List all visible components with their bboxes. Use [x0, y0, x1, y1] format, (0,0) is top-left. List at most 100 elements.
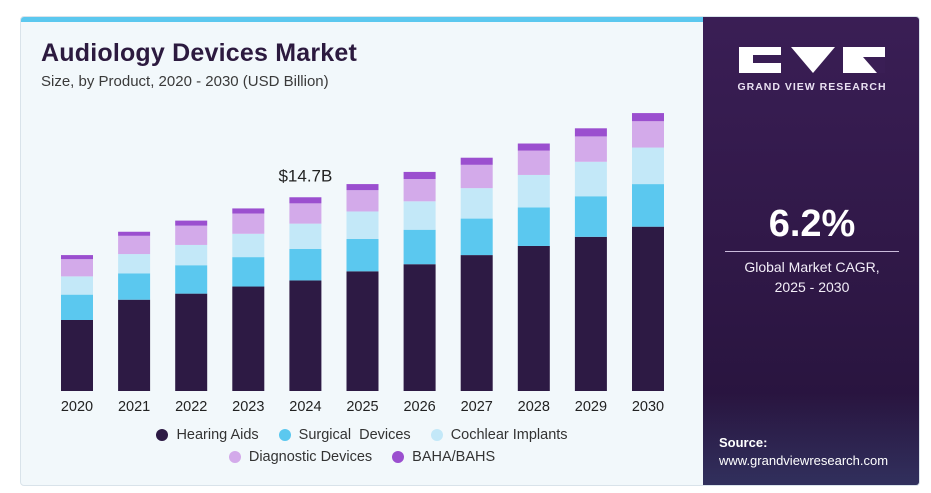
- bar-2021-baha-bahs: [118, 231, 151, 236]
- bar-2026-surgical-devices: [403, 229, 436, 265]
- cagr-label: Global Market CAGR, 2025 - 2030: [703, 257, 919, 297]
- x-tick-label-2024: 2024: [289, 399, 321, 415]
- stacked-bar-chart: 2020 2021 2022 2023 2024 $14.7B 2025 2026 2027 20…: [61, 113, 664, 415]
- chart-title: Audiology Devices Market: [41, 39, 358, 67]
- bar-2029-hearing-aids: [574, 236, 607, 391]
- bar-2025-surgical-devices: [346, 238, 379, 272]
- annotation-total-2024: $14.7B: [278, 166, 332, 185]
- bar-2026-baha-bahs: [403, 171, 436, 180]
- x-tick-label-2030: 2030: [632, 399, 664, 415]
- bar-2022-surgical-devices: [175, 265, 208, 294]
- legend-swatch-baha-bahs: [392, 451, 405, 463]
- x-tick-label-2025: 2025: [346, 399, 378, 415]
- bar-2030-diagnostic-devices: [632, 121, 664, 148]
- bar-2030-surgical-devices: [632, 184, 664, 227]
- legend-label-diagnostic-devices: Diagnostic Devices: [248, 449, 373, 465]
- bar-2026-hearing-aids: [403, 264, 436, 391]
- bar-2027-surgical-devices: [460, 218, 493, 256]
- cagr-label-line-2: 2025 - 2030: [774, 279, 850, 295]
- bar-2030-baha-bahs: [632, 113, 664, 122]
- bar-2024-cochlear-implants: [289, 223, 322, 249]
- grand-view-research-logo: [739, 47, 885, 73]
- legend-swatch-surgical-devices: [278, 429, 291, 441]
- bar-2029-baha-bahs: [574, 128, 607, 137]
- bar-2023-cochlear-implants: [232, 233, 265, 258]
- x-tick-label-2029: 2029: [575, 399, 607, 415]
- bar-2028-cochlear-implants: [517, 174, 550, 208]
- bar-2024-surgical-devices: [289, 249, 322, 281]
- decorative-grid-floor: [703, 393, 919, 485]
- bar-2027-cochlear-implants: [460, 188, 493, 219]
- bar-2030-hearing-aids: [632, 226, 664, 391]
- x-tick-label-2026: 2026: [403, 399, 435, 415]
- legend-label-hearing-aids: Hearing Aids: [176, 427, 259, 443]
- legend-label-cochlear-implants: Cochlear Implants: [450, 427, 568, 443]
- legend-item-surgical-devices: Surgical Devices: [278, 427, 411, 443]
- legend-row-1: Hearing Aids Surgical Devices Cochlear I…: [21, 427, 703, 443]
- bar-2029-cochlear-implants: [574, 161, 607, 197]
- bar-2020-surgical-devices: [61, 294, 93, 320]
- bar-2024-diagnostic-devices: [289, 203, 322, 224]
- info-panel: GRAND VIEW RESEARCH 6.2% Global Market C…: [703, 17, 919, 485]
- bar-2022-baha-bahs: [175, 220, 208, 226]
- bar-2027-hearing-aids: [460, 255, 493, 391]
- source-url[interactable]: www.grandviewresearch.com: [719, 453, 889, 468]
- cagr-divider: [725, 251, 899, 252]
- bar-2028-diagnostic-devices: [517, 150, 550, 175]
- x-tick-label-2023: 2023: [232, 399, 264, 415]
- bar-2025-hearing-aids: [346, 271, 379, 391]
- bar-2024-baha-bahs: [289, 197, 322, 204]
- legend-item-hearing-aids: Hearing Aids: [156, 427, 259, 443]
- bar-2022-cochlear-implants: [175, 244, 208, 266]
- bar-2021-surgical-devices: [118, 273, 151, 300]
- bar-2029-surgical-devices: [574, 196, 607, 237]
- cagr-label-line-1: Global Market CAGR,: [744, 259, 880, 275]
- cagr-value: 6.2%: [768, 203, 856, 245]
- infographic-card: Audiology Devices Market Size, by Produc…: [20, 16, 920, 486]
- legend-row-2: Diagnostic Devices BAHA/BAHS: [21, 449, 703, 465]
- chart-legend: Hearing Aids Surgical Devices Cochlear I…: [21, 427, 703, 471]
- x-tick-label-2027: 2027: [461, 399, 493, 415]
- bar-2021-hearing-aids: [118, 299, 151, 391]
- bar-2023-surgical-devices: [232, 257, 265, 287]
- bar-2025-baha-bahs: [346, 184, 379, 191]
- legend-label-baha-bahs: BAHA/BAHS: [412, 449, 496, 465]
- x-tick-label-2021: 2021: [118, 399, 150, 415]
- bar-2027-diagnostic-devices: [460, 164, 493, 189]
- bar-2026-diagnostic-devices: [403, 179, 436, 202]
- bar-2029-diagnostic-devices: [574, 136, 607, 162]
- x-tick-label-2022: 2022: [175, 399, 207, 415]
- bar-2022-hearing-aids: [175, 293, 208, 391]
- bar-2023-diagnostic-devices: [232, 213, 265, 234]
- bar-2021-diagnostic-devices: [118, 235, 151, 255]
- bar-2021-cochlear-implants: [118, 254, 151, 274]
- chart-subtitle: Size, by Product, 2020 - 2030 (USD Billi…: [41, 73, 329, 90]
- legend-label-surgical-devices: Surgical Devices: [298, 427, 411, 443]
- legend-swatch-hearing-aids: [156, 429, 169, 441]
- x-tick-label-2028: 2028: [518, 399, 550, 415]
- bar-2022-diagnostic-devices: [175, 225, 208, 245]
- x-tick-label-2020: 2020: [61, 399, 93, 415]
- brand-name: GRAND VIEW RESEARCH: [737, 81, 887, 93]
- bar-2020-baha-bahs: [61, 255, 93, 260]
- legend-item-cochlear-implants: Cochlear Implants: [430, 427, 568, 443]
- bar-2023-hearing-aids: [232, 286, 265, 391]
- source-label: Source:: [719, 435, 768, 450]
- chart-panel: Audiology Devices Market Size, by Produc…: [21, 17, 703, 485]
- bar-2028-baha-bahs: [517, 143, 550, 151]
- bar-2020-cochlear-implants: [61, 276, 93, 295]
- bar-2026-cochlear-implants: [403, 201, 436, 230]
- bar-2028-hearing-aids: [517, 245, 550, 391]
- bar-2028-surgical-devices: [517, 207, 550, 246]
- bar-2027-baha-bahs: [460, 157, 493, 165]
- legend-swatch-cochlear-implants: [430, 429, 443, 441]
- legend-item-diagnostic-devices: Diagnostic Devices: [228, 449, 373, 465]
- bar-2030-cochlear-implants: [632, 147, 664, 185]
- accent-bar: [21, 17, 703, 22]
- bar-2023-baha-bahs: [232, 208, 265, 214]
- bar-2020-hearing-aids: [61, 320, 93, 391]
- bar-2025-cochlear-implants: [346, 211, 379, 239]
- bar-2020-diagnostic-devices: [61, 259, 93, 277]
- legend-swatch-diagnostic-devices: [228, 451, 241, 463]
- bar-2025-diagnostic-devices: [346, 190, 379, 212]
